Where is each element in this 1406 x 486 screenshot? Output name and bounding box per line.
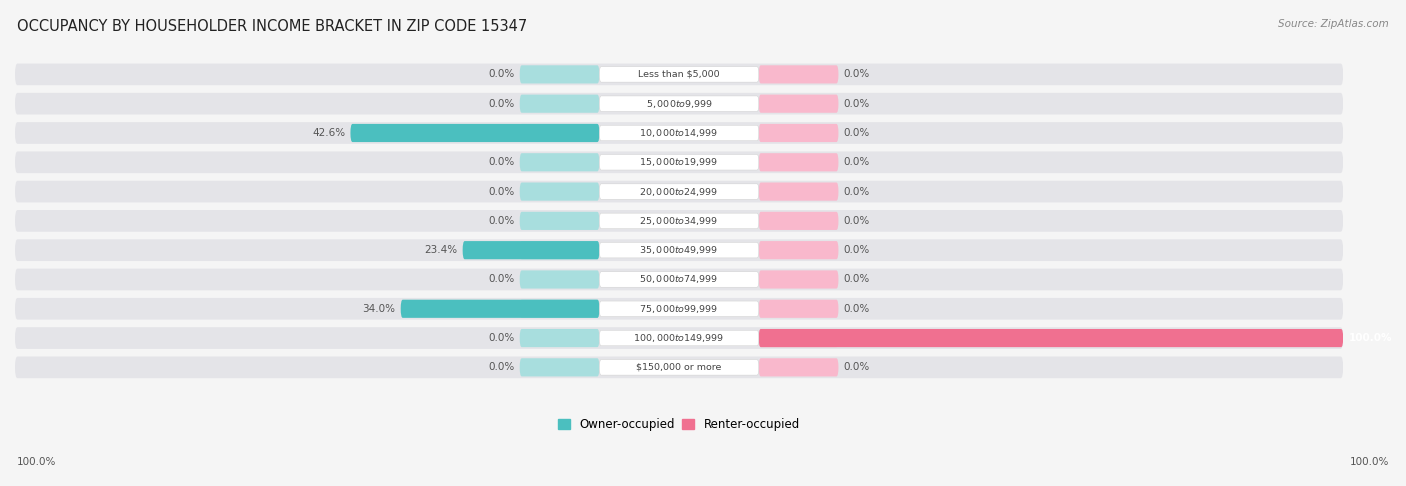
Text: 0.0%: 0.0%: [844, 128, 870, 138]
FancyBboxPatch shape: [599, 213, 759, 228]
FancyBboxPatch shape: [15, 327, 1343, 349]
FancyBboxPatch shape: [15, 298, 1343, 320]
FancyBboxPatch shape: [759, 95, 838, 113]
Text: 0.0%: 0.0%: [844, 69, 870, 79]
FancyBboxPatch shape: [599, 96, 759, 111]
FancyBboxPatch shape: [759, 329, 1343, 347]
Text: 0.0%: 0.0%: [844, 245, 870, 255]
Text: $75,000 to $99,999: $75,000 to $99,999: [640, 303, 718, 315]
Text: 0.0%: 0.0%: [488, 363, 515, 372]
Text: 100.0%: 100.0%: [1350, 456, 1389, 467]
FancyBboxPatch shape: [759, 300, 838, 318]
Text: 0.0%: 0.0%: [844, 216, 870, 226]
FancyBboxPatch shape: [759, 358, 838, 377]
Text: 0.0%: 0.0%: [844, 275, 870, 284]
Text: 100.0%: 100.0%: [1348, 333, 1392, 343]
FancyBboxPatch shape: [520, 153, 599, 172]
Text: 0.0%: 0.0%: [488, 333, 515, 343]
Legend: Owner-occupied, Renter-occupied: Owner-occupied, Renter-occupied: [554, 413, 804, 435]
FancyBboxPatch shape: [599, 155, 759, 170]
FancyBboxPatch shape: [759, 329, 838, 347]
Text: 23.4%: 23.4%: [425, 245, 457, 255]
FancyBboxPatch shape: [463, 241, 599, 259]
Text: $5,000 to $9,999: $5,000 to $9,999: [645, 98, 713, 110]
Text: Less than $5,000: Less than $5,000: [638, 70, 720, 79]
FancyBboxPatch shape: [599, 125, 759, 141]
FancyBboxPatch shape: [520, 270, 599, 289]
FancyBboxPatch shape: [759, 65, 838, 84]
FancyBboxPatch shape: [520, 212, 599, 230]
FancyBboxPatch shape: [520, 358, 599, 377]
Text: $25,000 to $34,999: $25,000 to $34,999: [640, 215, 718, 227]
Text: 0.0%: 0.0%: [488, 157, 515, 167]
FancyBboxPatch shape: [401, 300, 599, 318]
FancyBboxPatch shape: [15, 269, 1343, 290]
FancyBboxPatch shape: [599, 67, 759, 82]
Text: 42.6%: 42.6%: [312, 128, 344, 138]
FancyBboxPatch shape: [520, 329, 599, 347]
FancyBboxPatch shape: [15, 239, 1343, 261]
Text: 0.0%: 0.0%: [844, 99, 870, 109]
Text: $100,000 to $149,999: $100,000 to $149,999: [634, 332, 724, 344]
FancyBboxPatch shape: [599, 243, 759, 258]
Text: $20,000 to $24,999: $20,000 to $24,999: [640, 186, 718, 198]
FancyBboxPatch shape: [520, 95, 599, 113]
FancyBboxPatch shape: [15, 122, 1343, 144]
Text: 0.0%: 0.0%: [488, 187, 515, 196]
FancyBboxPatch shape: [759, 183, 838, 201]
Text: 0.0%: 0.0%: [488, 99, 515, 109]
FancyBboxPatch shape: [15, 64, 1343, 85]
FancyBboxPatch shape: [759, 153, 838, 172]
FancyBboxPatch shape: [759, 270, 838, 289]
Text: OCCUPANCY BY HOUSEHOLDER INCOME BRACKET IN ZIP CODE 15347: OCCUPANCY BY HOUSEHOLDER INCOME BRACKET …: [17, 19, 527, 35]
FancyBboxPatch shape: [520, 183, 599, 201]
Text: $10,000 to $14,999: $10,000 to $14,999: [640, 127, 718, 139]
Text: 0.0%: 0.0%: [488, 216, 515, 226]
FancyBboxPatch shape: [15, 210, 1343, 232]
Text: $15,000 to $19,999: $15,000 to $19,999: [640, 156, 718, 168]
FancyBboxPatch shape: [15, 181, 1343, 202]
Text: Source: ZipAtlas.com: Source: ZipAtlas.com: [1278, 19, 1389, 30]
Text: 0.0%: 0.0%: [488, 275, 515, 284]
FancyBboxPatch shape: [599, 184, 759, 199]
FancyBboxPatch shape: [599, 301, 759, 316]
FancyBboxPatch shape: [599, 330, 759, 346]
Text: $35,000 to $49,999: $35,000 to $49,999: [640, 244, 718, 256]
FancyBboxPatch shape: [350, 124, 599, 142]
Text: $50,000 to $74,999: $50,000 to $74,999: [640, 274, 718, 285]
FancyBboxPatch shape: [520, 65, 599, 84]
FancyBboxPatch shape: [15, 93, 1343, 115]
Text: 0.0%: 0.0%: [844, 363, 870, 372]
Text: 0.0%: 0.0%: [488, 69, 515, 79]
FancyBboxPatch shape: [15, 152, 1343, 173]
Text: 0.0%: 0.0%: [844, 304, 870, 314]
Text: 34.0%: 34.0%: [363, 304, 395, 314]
FancyBboxPatch shape: [599, 272, 759, 287]
FancyBboxPatch shape: [520, 300, 599, 318]
FancyBboxPatch shape: [759, 212, 838, 230]
FancyBboxPatch shape: [599, 360, 759, 375]
FancyBboxPatch shape: [759, 124, 838, 142]
Text: 0.0%: 0.0%: [844, 157, 870, 167]
Text: 100.0%: 100.0%: [17, 456, 56, 467]
FancyBboxPatch shape: [520, 124, 599, 142]
Text: 0.0%: 0.0%: [844, 187, 870, 196]
Text: $150,000 or more: $150,000 or more: [637, 363, 721, 372]
FancyBboxPatch shape: [759, 241, 838, 259]
FancyBboxPatch shape: [15, 357, 1343, 378]
FancyBboxPatch shape: [520, 241, 599, 259]
